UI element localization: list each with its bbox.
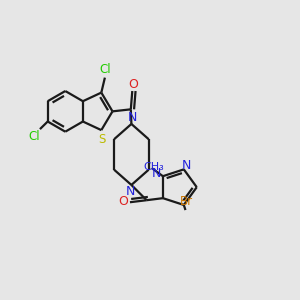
Text: CH₃: CH₃ (143, 162, 164, 172)
Text: Cl: Cl (99, 63, 111, 76)
Text: O: O (128, 78, 138, 91)
Text: N: N (152, 167, 162, 180)
Text: N: N (182, 159, 191, 172)
Text: N: N (128, 111, 137, 124)
Text: Br: Br (179, 195, 193, 208)
Text: O: O (118, 195, 128, 208)
Text: N: N (126, 185, 135, 198)
Text: Cl: Cl (28, 130, 40, 143)
Text: S: S (98, 133, 106, 146)
